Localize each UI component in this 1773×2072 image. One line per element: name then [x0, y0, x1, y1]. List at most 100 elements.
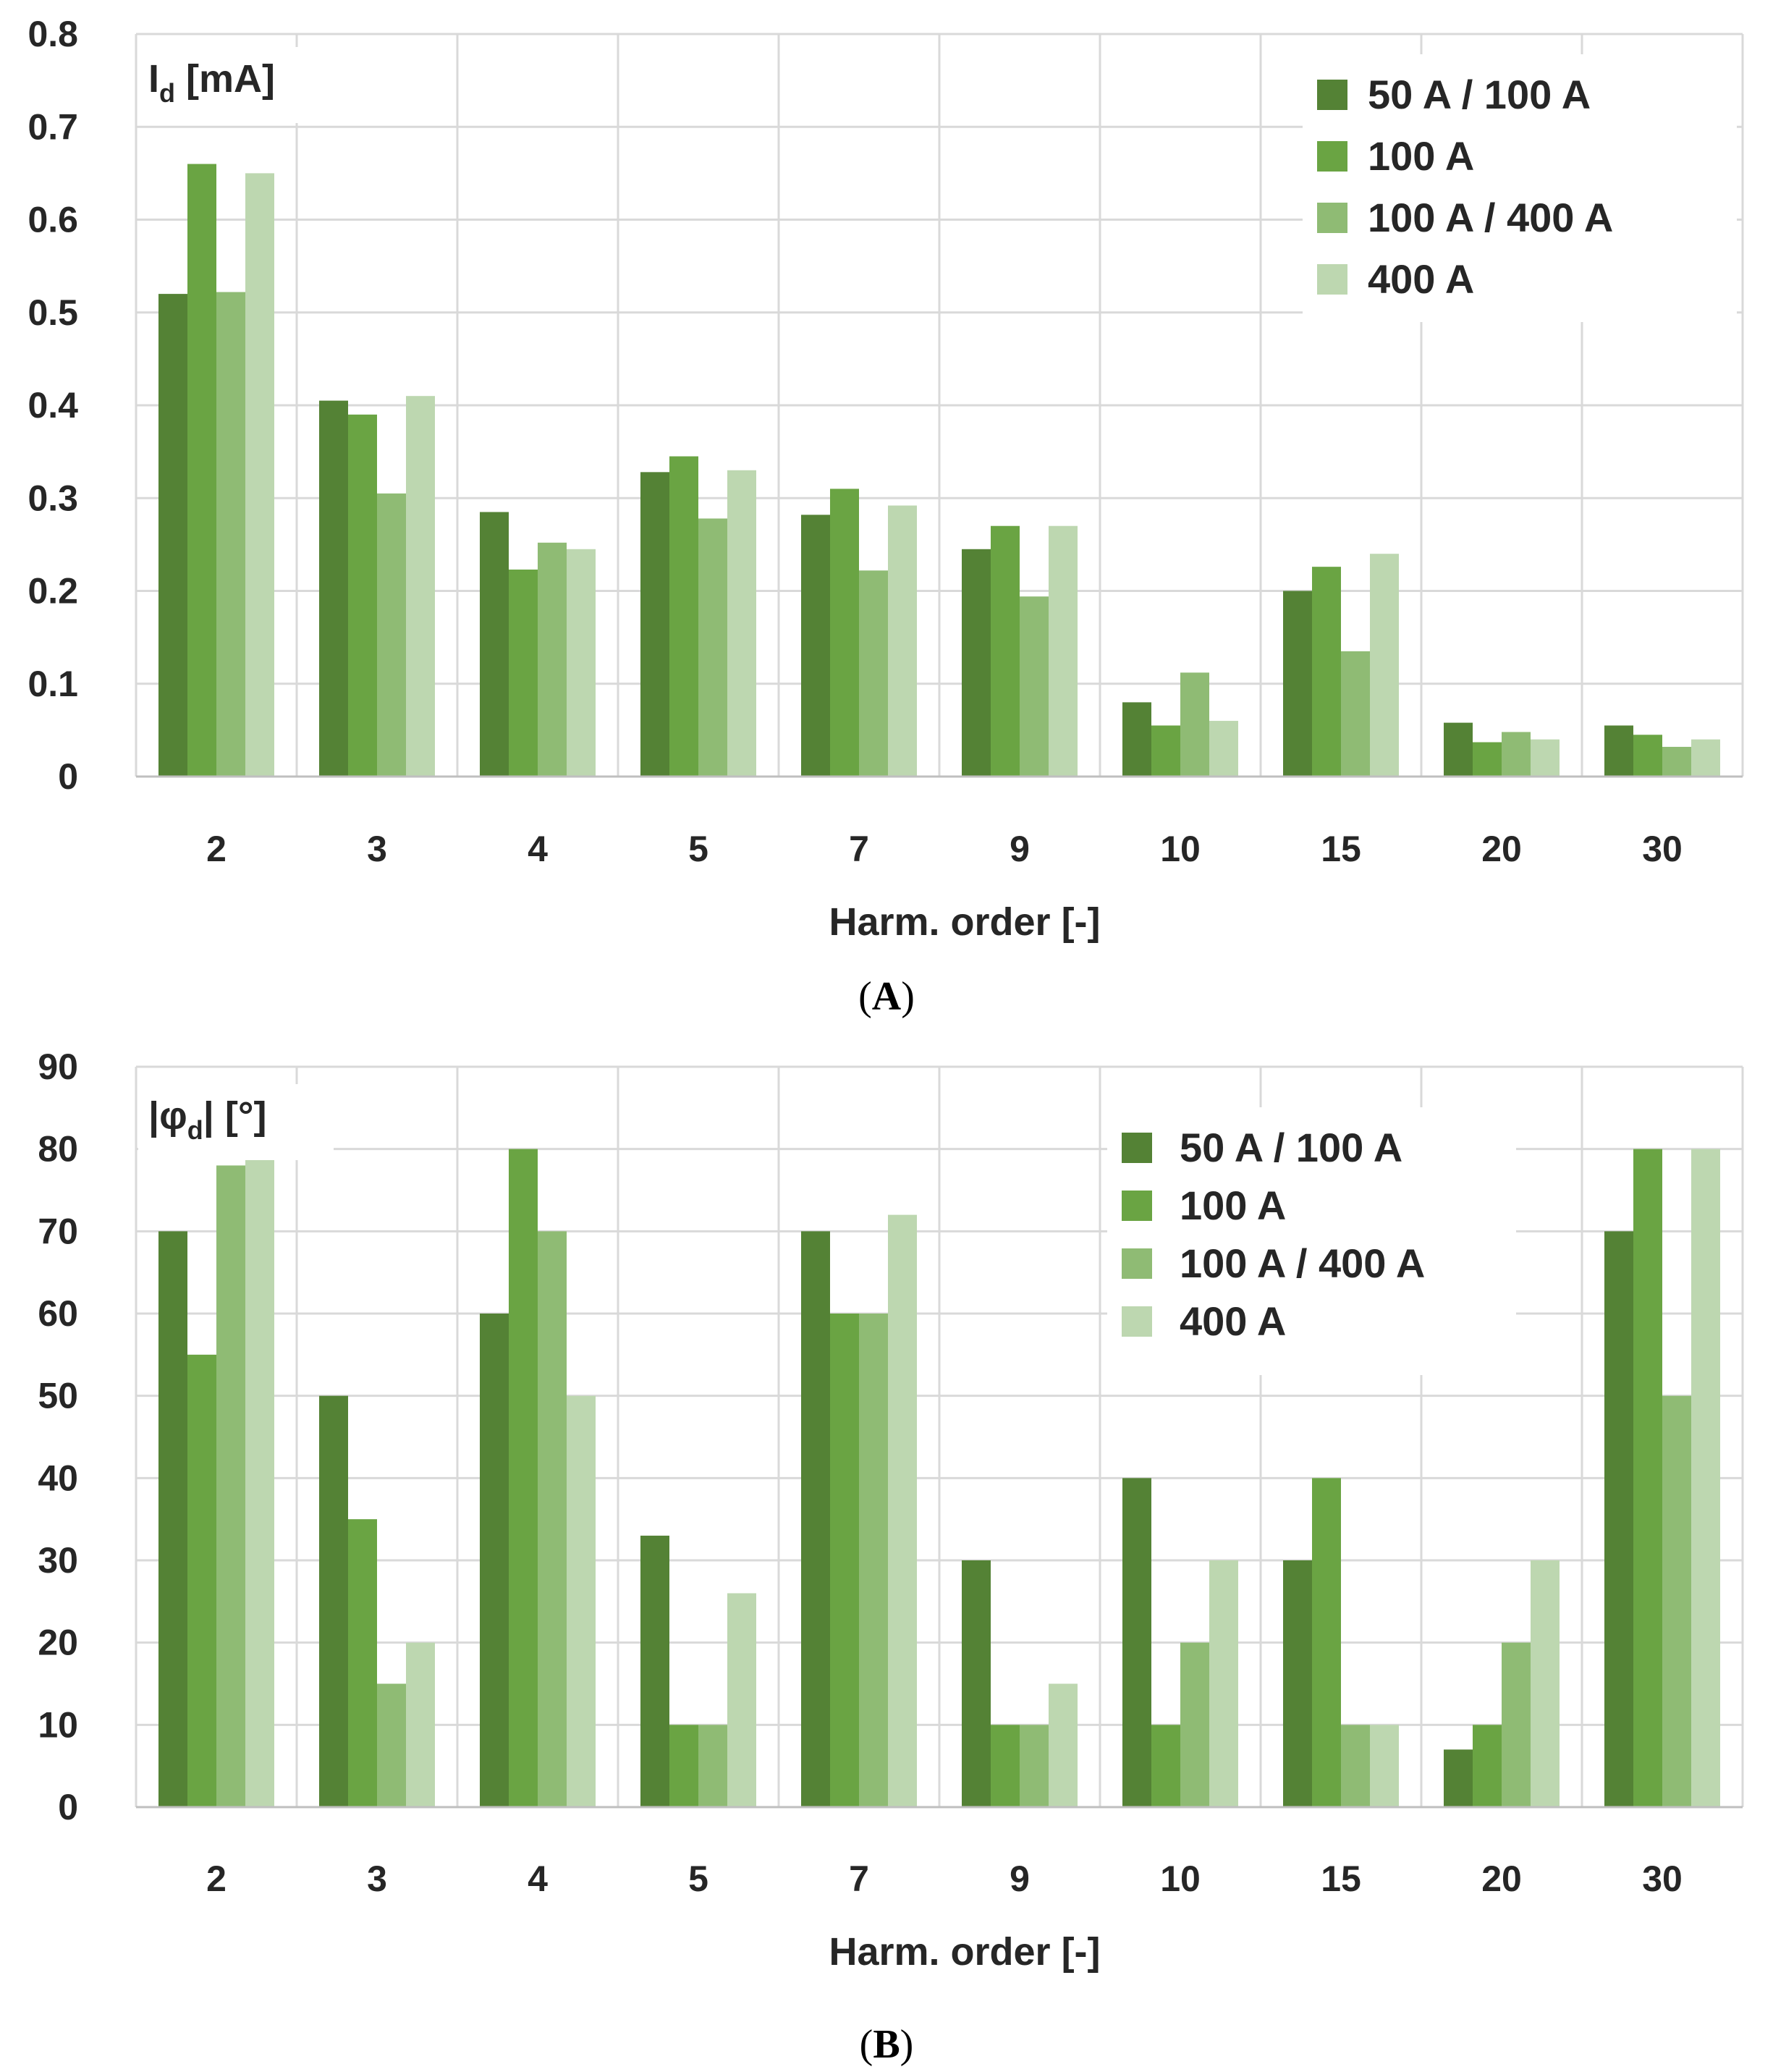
bar [859, 570, 888, 777]
legend-label: 100 A / 400 A [1180, 1240, 1425, 1286]
panel-paren-open: ( [858, 974, 872, 1019]
y-label-bg [138, 1084, 334, 1160]
bar [377, 1683, 406, 1807]
bar [567, 1395, 596, 1807]
y-tick-label: 0.2 [27, 571, 78, 612]
bar [1122, 1478, 1151, 1807]
bar [1662, 746, 1691, 777]
legend-label: 50 A / 100 A [1180, 1125, 1402, 1170]
bar [1502, 732, 1531, 777]
bar [830, 1314, 859, 1807]
x-tick-label: 7 [849, 1859, 869, 1899]
bar [1473, 742, 1502, 777]
bar [1691, 1149, 1720, 1807]
x-tick-label: 5 [688, 829, 708, 869]
bar [1020, 1725, 1049, 1807]
legend: 50 A / 100 A 100 A 100 A / 400 A 400 A [1303, 54, 1737, 322]
panel-paren-open: ( [860, 2022, 873, 2067]
x-tick-label: 20 [1481, 1859, 1522, 1899]
bar [962, 1560, 991, 1807]
y-tick-labels: 0 10 20 30 40 50 60 70 80 90 [38, 1046, 78, 1827]
bar [509, 570, 538, 777]
panel-letter: B [873, 2022, 900, 2067]
legend-label: 400 A [1180, 1298, 1286, 1344]
bar [1604, 725, 1633, 777]
bar [1444, 1749, 1473, 1807]
panel-label: (A) [858, 974, 915, 1019]
y-tick-label: 60 [38, 1293, 78, 1334]
bar [187, 164, 216, 777]
y-tick-label: 0.7 [27, 106, 78, 147]
legend-label: 100 A [1368, 133, 1474, 179]
y-title-main: |φ [148, 1094, 187, 1138]
bar [538, 542, 567, 777]
x-tick-label: 3 [367, 829, 387, 869]
y-tick-label: 30 [38, 1540, 78, 1581]
legend-swatch [1122, 1248, 1152, 1279]
x-tick-label: 5 [688, 1859, 708, 1899]
bar [962, 549, 991, 777]
bar [406, 396, 435, 777]
bar [158, 1231, 187, 1807]
bar [830, 489, 859, 777]
y-tick-label: 0 [58, 1787, 78, 1827]
y-axis-title: Id [mA] [148, 57, 275, 108]
legend: 50 A / 100 A 100 A 100 A / 400 A 400 A [1107, 1107, 1516, 1375]
bar [1531, 739, 1560, 777]
y-title-main: I [148, 57, 159, 101]
bar [567, 549, 596, 777]
bar [1122, 702, 1151, 777]
bar [1049, 525, 1078, 777]
panel-label: (B) [860, 2022, 914, 2067]
legend-swatch [1317, 80, 1347, 110]
bar [698, 1725, 727, 1807]
x-axis-title: Harm. order [-] [829, 900, 1100, 944]
bar [669, 1725, 698, 1807]
bar [1283, 591, 1312, 777]
bar [1444, 722, 1473, 777]
y-title-unit: [mA] [175, 57, 275, 101]
bar [991, 525, 1020, 777]
x-tick-label: 4 [528, 1859, 548, 1899]
bar [669, 456, 698, 777]
y-tick-label: 0.5 [27, 292, 78, 333]
bar [1020, 596, 1049, 777]
bar [1049, 1683, 1078, 1807]
bar [319, 400, 348, 777]
bar [1633, 735, 1662, 777]
x-tick-label: 10 [1160, 1859, 1201, 1899]
bar [1473, 1725, 1502, 1807]
bar [1531, 1560, 1560, 1807]
bar [187, 1354, 216, 1807]
legend-bg [1303, 54, 1737, 322]
panel-paren-close: ) [900, 2022, 914, 2067]
y-label-bg [138, 47, 334, 123]
y-title-sub: d [187, 1115, 203, 1145]
x-tick-label: 2 [206, 1859, 227, 1899]
y-title-unit: | [°] [203, 1094, 267, 1138]
x-tick-labels: 2 3 4 5 7 9 10 15 20 30 [206, 829, 1683, 869]
bar [509, 1149, 538, 1807]
bar [1341, 1725, 1370, 1807]
bar [319, 1395, 348, 1807]
y-tick-label: 0.4 [27, 385, 78, 426]
legend-swatch [1317, 141, 1347, 172]
bar [216, 292, 245, 777]
bar [888, 1214, 917, 1807]
bar [216, 1165, 245, 1807]
bar [1502, 1642, 1531, 1807]
y-tick-labels: 0 0.1 0.2 0.3 0.4 0.5 0.6 0.7 0.8 [27, 14, 78, 797]
bar [1312, 1478, 1341, 1807]
legend-label: 400 A [1368, 256, 1474, 302]
chart-a: 0 0.1 0.2 0.3 0.4 0.5 0.6 0.7 0.8 2 3 4 5 7 9 10 15 20 30 H… [27, 14, 1744, 1019]
y-tick-label: 0 [58, 756, 78, 797]
bar [1691, 739, 1720, 777]
y-tick-label: 20 [38, 1623, 78, 1663]
x-tick-label: 2 [206, 829, 227, 869]
bar [348, 1519, 377, 1807]
legend-swatch [1122, 1306, 1152, 1337]
y-tick-label: 70 [38, 1211, 78, 1251]
x-axis-title: Harm. order [-] [829, 1930, 1100, 1974]
bar [377, 493, 406, 777]
y-title-sub: d [159, 78, 175, 108]
